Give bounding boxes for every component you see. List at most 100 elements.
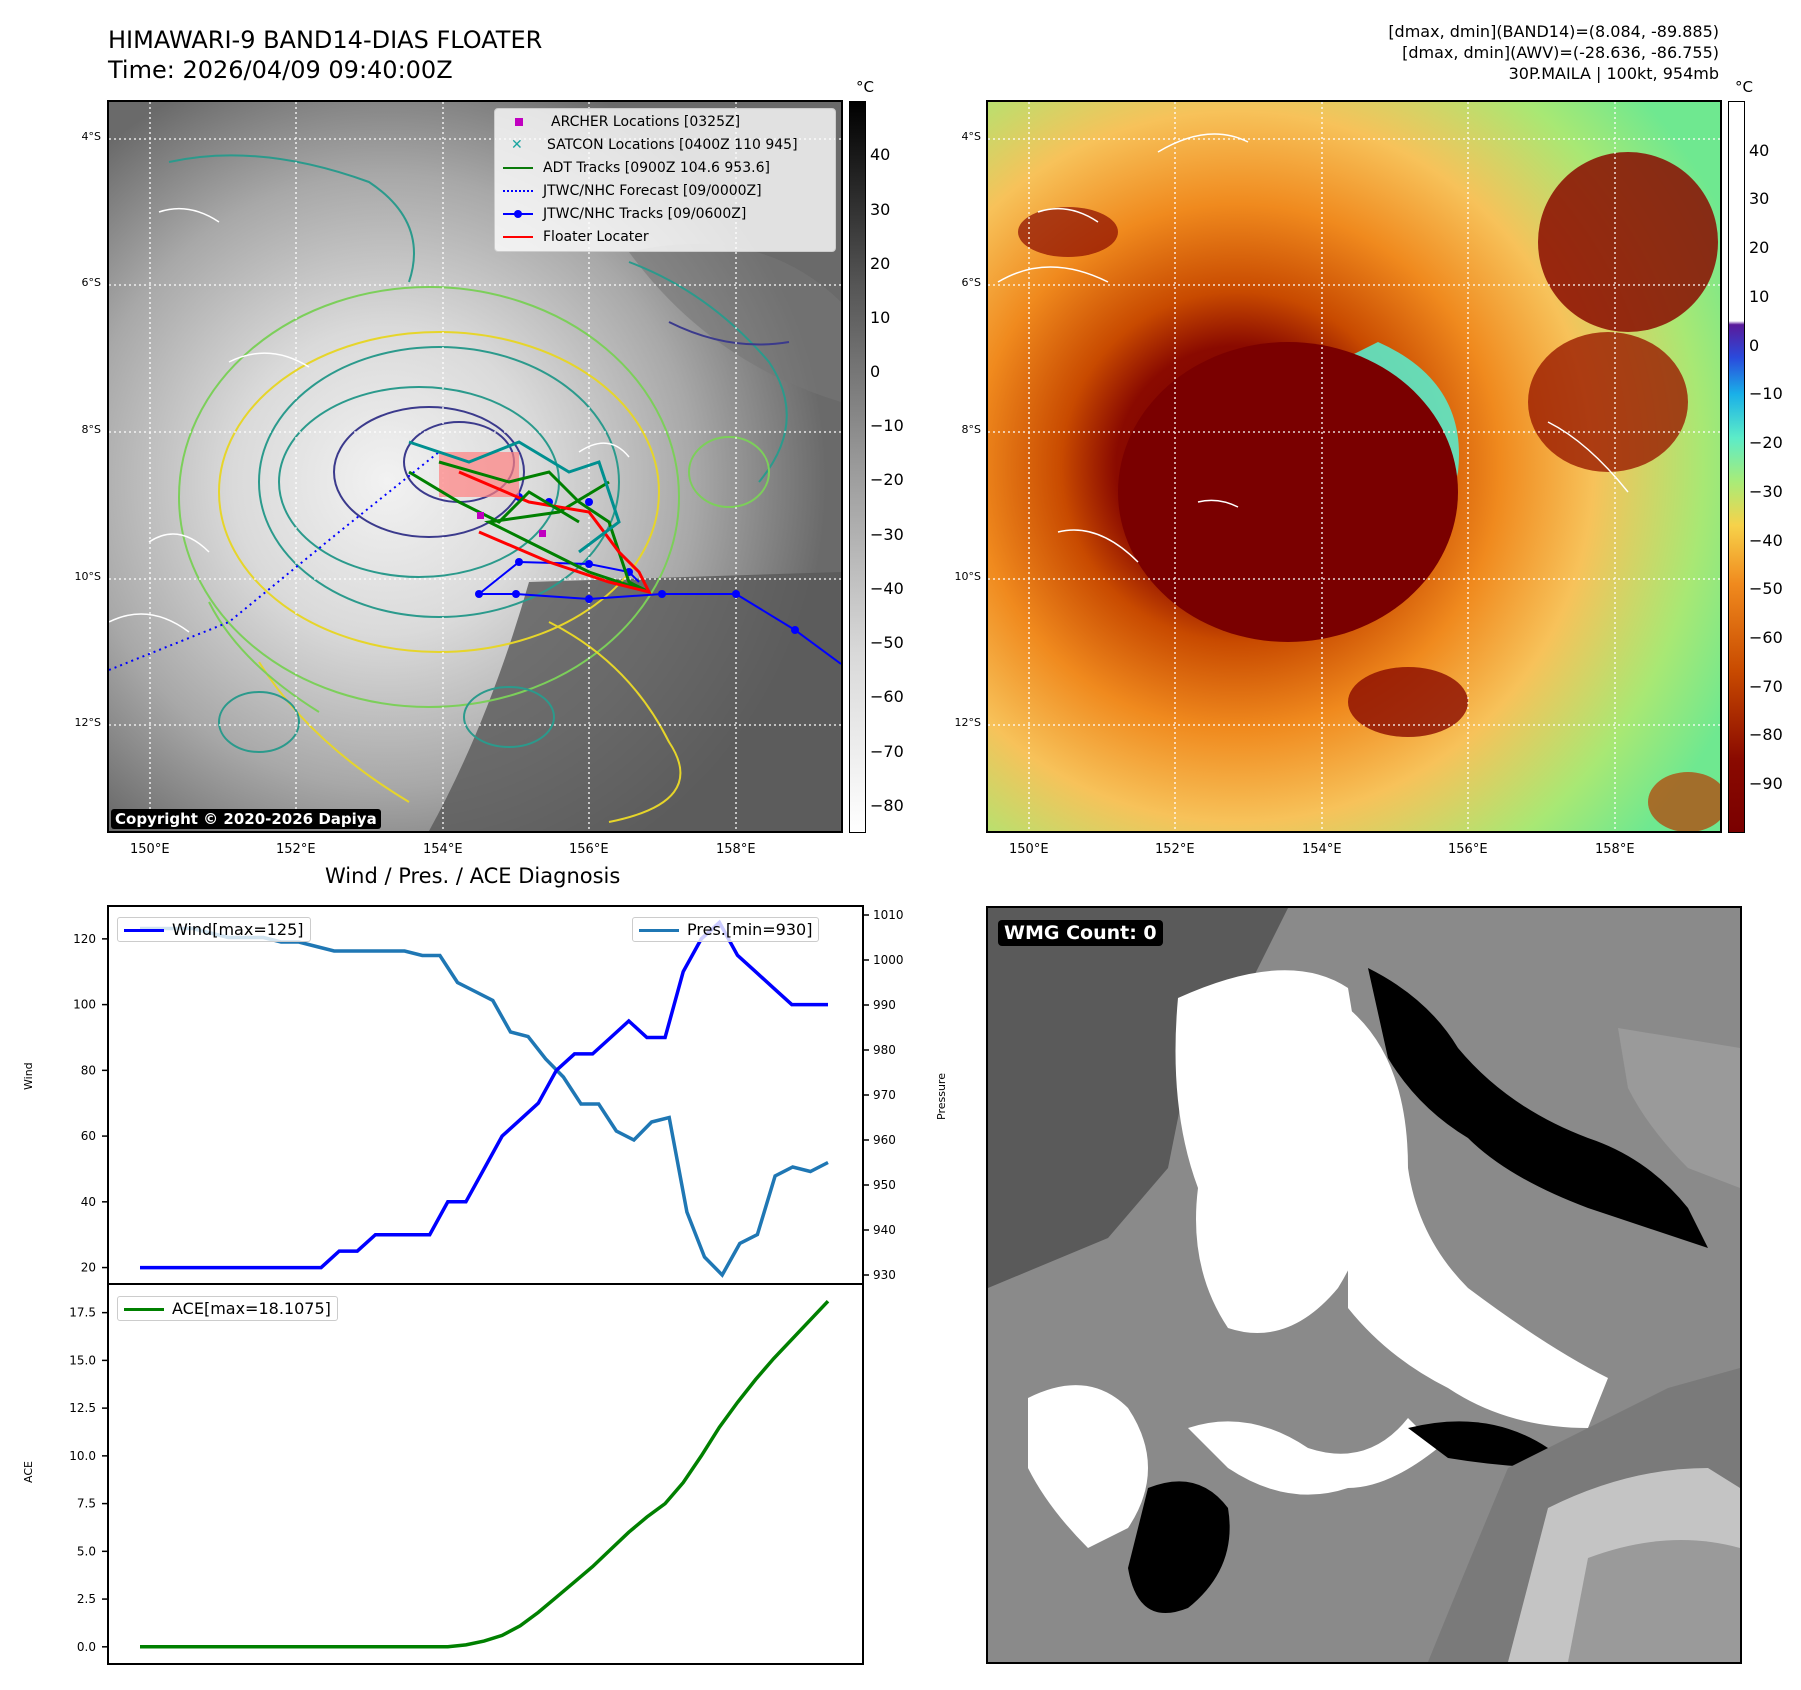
ace-legend-label: ACE[max=18.1075] [172, 1299, 331, 1318]
lat-label: 10°S [74, 570, 101, 583]
floater-line-icon [503, 236, 533, 238]
colorbar-tick: −20 [870, 470, 904, 489]
lat-label: 8°S [961, 423, 981, 436]
lon-label: 154°E [1302, 842, 1342, 857]
lat-label: 8°S [81, 423, 101, 436]
colorbar-tick: −20 [1749, 433, 1783, 452]
colorbar-left-unit: °C [856, 78, 874, 96]
legend-label: JTWC/NHC Tracks [09/0600Z] [543, 206, 747, 222]
forecast-line-icon [503, 190, 533, 192]
lat-label: 12°S [74, 716, 101, 729]
colorbar-tick: −40 [1749, 531, 1783, 550]
wind-tick-label: 100 [73, 998, 96, 1012]
wind-legend-label: Wind[max=125] [172, 920, 304, 939]
map-legend: ARCHER Locations [0325Z] ✕ SATCON Locatio… [494, 108, 836, 252]
colorbar-tick: −60 [1749, 628, 1783, 647]
wind-tick-label: 80 [81, 1063, 96, 1077]
legend-label: Floater Locater [543, 229, 649, 245]
pressure-tick-label: 950 [873, 1178, 896, 1192]
figure-title-line2: Time: 2026/04/09 09:40:00Z [108, 56, 453, 84]
awv-map-panel [986, 100, 1722, 833]
figure-title-line1: HIMAWARI-9 BAND14-DIAS FLOATER [108, 26, 543, 54]
colorbar-tick: −80 [1749, 725, 1783, 744]
awv-map-image [988, 102, 1720, 831]
ace-line-icon [124, 1308, 164, 1311]
wind-tick-label: 20 [81, 1261, 96, 1275]
archer-marker-icon [515, 118, 523, 126]
colorbar-right [1728, 101, 1745, 833]
colorbar-tick: 20 [870, 254, 891, 273]
lon-label: 150°E [130, 842, 170, 857]
wind-tick-label: 60 [81, 1129, 96, 1143]
colorbar-tick: −70 [870, 742, 904, 761]
ace-tick-label: 12.5 [69, 1401, 96, 1415]
lat-label: 10°S [954, 570, 981, 583]
ace-plot-frame [107, 1283, 864, 1665]
pressure-tick-label: 1010 [873, 908, 904, 922]
legend-item: JTWC/NHC Forecast [09/0000Z] [503, 183, 762, 199]
wind-line-icon [124, 929, 164, 932]
track-line-icon [503, 210, 533, 218]
ace-tick-label: 10.0 [69, 1449, 96, 1463]
colorbar-tick: −60 [870, 687, 904, 706]
lat-label: 6°S [81, 276, 101, 289]
ace-tick-label: 17.5 [69, 1306, 96, 1320]
legend-item: ✕ SATCON Locations [0400Z 110 945] [503, 137, 798, 153]
lon-label: 150°E [1009, 842, 1049, 857]
lat-label: 4°S [961, 130, 981, 143]
colorbar-tick: −50 [870, 633, 904, 652]
legend-label: ADT Tracks [0900Z 104.6 953.6] [543, 160, 770, 176]
colorbar-tick: 30 [870, 200, 891, 219]
colorbar-tick: 20 [1749, 238, 1770, 257]
legend-label: ARCHER Locations [0325Z] [551, 114, 741, 130]
lon-label: 156°E [1448, 842, 1488, 857]
ace-legend: ACE[max=18.1075] [117, 1296, 338, 1321]
colorbar-tick: −50 [1749, 579, 1783, 598]
wind-axis-label: Wind [22, 1062, 35, 1090]
ace-tick-label: 15.0 [69, 1353, 96, 1367]
diagnosis-title: Wind / Pres. / ACE Diagnosis [325, 864, 621, 888]
colorbar-tick: 10 [870, 308, 891, 327]
wind-series-line [140, 919, 828, 1270]
colorbar-tick: 30 [1749, 189, 1770, 208]
lat-label: 6°S [961, 276, 981, 289]
legend-label: JTWC/NHC Forecast [09/0000Z] [543, 183, 762, 199]
pressure-axis-label: Pressure [935, 1073, 948, 1120]
ir-map-panel: ARCHER Locations [0325Z] ✕ SATCON Locatio… [107, 100, 843, 833]
pressure-tick-label: 990 [873, 998, 896, 1012]
colorbar-left [849, 101, 866, 833]
lon-label: 158°E [716, 842, 756, 857]
wind-plot-frame [107, 905, 864, 1285]
pressure-tick-label: 980 [873, 1043, 896, 1057]
pressure-tick-label: 930 [873, 1268, 896, 1282]
colorbar-tick: 40 [870, 145, 891, 164]
colorbar-tick: 40 [1749, 141, 1770, 160]
colorbar-tick: 0 [1749, 336, 1760, 355]
wmg-image [988, 908, 1740, 1662]
lat-label: 12°S [954, 716, 981, 729]
colorbar-tick: −30 [870, 525, 904, 544]
adt-line-icon [503, 167, 533, 169]
legend-item: JTWC/NHC Tracks [09/0600Z] [503, 206, 746, 222]
colorbar-tick: −80 [870, 796, 904, 815]
lon-label: 154°E [423, 842, 463, 857]
legend-item: Floater Locater [503, 229, 649, 245]
pressure-line-icon [639, 929, 679, 932]
colorbar-tick: −40 [870, 579, 904, 598]
wind-legend: Wind[max=125] [117, 917, 311, 942]
wmg-count-label: WMG Count: 0 [998, 920, 1163, 946]
info-line1: [dmax, dmin](BAND14)=(8.084, -89.885) [1388, 22, 1719, 41]
ace-series-line [140, 1299, 830, 1649]
info-line2: [dmax, dmin](AWV)=(-28.636, -86.755) [1402, 43, 1719, 62]
ace-plot: 17.5 15.0 12.5 10.0 7.5 5.0 2.5 0.0 [69, 1283, 864, 1665]
pressure-legend: Pres.[min=930] [632, 917, 820, 942]
pressure-tick-label: 940 [873, 1223, 896, 1237]
legend-label: SATCON Locations [0400Z 110 945] [547, 137, 798, 153]
colorbar-tick: −10 [1749, 384, 1783, 403]
colorbar-tick: 10 [1749, 287, 1770, 306]
ace-tick-label: 0.0 [77, 1640, 96, 1654]
lon-label: 156°E [569, 842, 609, 857]
colorbar-tick: −10 [870, 416, 904, 435]
colorbar-right-unit: °C [1735, 78, 1753, 96]
ace-tick-label: 7.5 [77, 1497, 96, 1511]
